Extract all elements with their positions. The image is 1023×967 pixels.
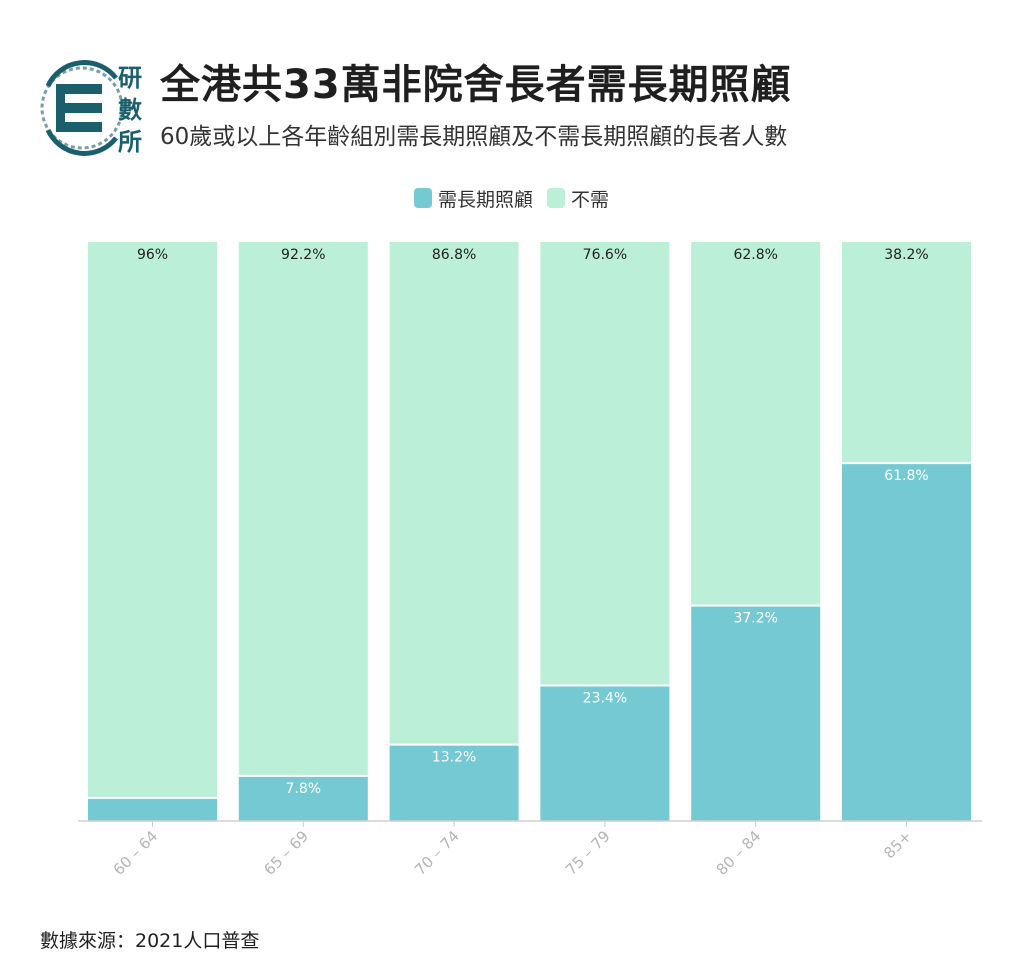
data-label-no-need-2: 86.8% xyxy=(432,247,476,263)
legend-item-no-need[interactable]: 不需 xyxy=(547,185,609,212)
x-tick-label-4: 80 – 84 xyxy=(713,827,765,879)
data-label-no-need-3: 76.6% xyxy=(583,247,627,263)
bar-segment-no-need-3[interactable] xyxy=(540,242,670,686)
legend-item-need-care[interactable]: 需長期照顧 xyxy=(413,185,533,212)
bar-segment-no-need-2[interactable] xyxy=(389,242,519,745)
data-label-need-care-4: 37.2% xyxy=(733,611,777,627)
logo-char-3: 所 xyxy=(118,128,142,156)
legend: 需長期照顧 不需 xyxy=(0,183,1023,213)
bar-segment-no-need-0[interactable] xyxy=(88,242,217,798)
data-label-need-care-3: 23.4% xyxy=(583,691,627,707)
bar-segment-no-need-5[interactable] xyxy=(842,242,971,464)
logo-char-1: 研 xyxy=(118,64,142,92)
legend-swatch-need-care xyxy=(413,188,432,208)
bar-segment-need-care-0[interactable] xyxy=(88,797,217,821)
x-tick-label-0: 60 – 64 xyxy=(110,827,162,879)
x-tick-label-1: 65 – 69 xyxy=(260,827,312,879)
data-label-need-care-2: 13.2% xyxy=(432,750,476,766)
brand-logo: 研 數 所 xyxy=(40,60,142,156)
chart-title: 全港共33萬非院舍長者需長期照顧 xyxy=(160,62,792,108)
logo-char-2: 數 xyxy=(118,96,142,124)
legend-swatch-no-need xyxy=(547,188,565,208)
legend-label-need-care: 需長期照顧 xyxy=(437,188,533,211)
chart-subtitle: 60歲或以上各年齡組別需長期照顧及不需長期照顧的長者人數 xyxy=(160,124,788,150)
data-label-no-need-4: 62.8% xyxy=(733,247,777,263)
stacked-bar-chart: 96% 60 – 64 7.8% 92.2% 65 – 69 13.2% 86.8% 70 –… xyxy=(78,242,982,879)
bar-segment-need-care-1[interactable] xyxy=(238,775,368,821)
data-source-note: 數據來源：2021人口普查 xyxy=(40,930,260,952)
data-label-no-need-0: 96% xyxy=(137,247,168,263)
legend-label-no-need: 不需 xyxy=(571,188,610,211)
bar-segment-need-care-5[interactable] xyxy=(842,463,971,821)
x-tick-label-2: 70 – 74 xyxy=(411,827,463,879)
data-label-no-need-5: 38.2% xyxy=(884,247,928,263)
bar-segment-need-care-2[interactable] xyxy=(389,744,519,821)
data-label-no-need-1: 92.2% xyxy=(281,247,325,263)
bar-segment-need-care-4[interactable] xyxy=(691,605,821,821)
x-tick-label-3: 75 – 79 xyxy=(562,827,614,879)
bar-segment-no-need-4[interactable] xyxy=(691,242,821,606)
x-tick-label-5: 85+ xyxy=(880,827,915,862)
data-label-need-care-5: 61.8% xyxy=(884,468,928,484)
bar-segment-no-need-1[interactable] xyxy=(238,242,368,776)
bar-segment-need-care-3[interactable] xyxy=(540,685,670,821)
data-label-need-care-1: 7.8% xyxy=(286,781,322,797)
